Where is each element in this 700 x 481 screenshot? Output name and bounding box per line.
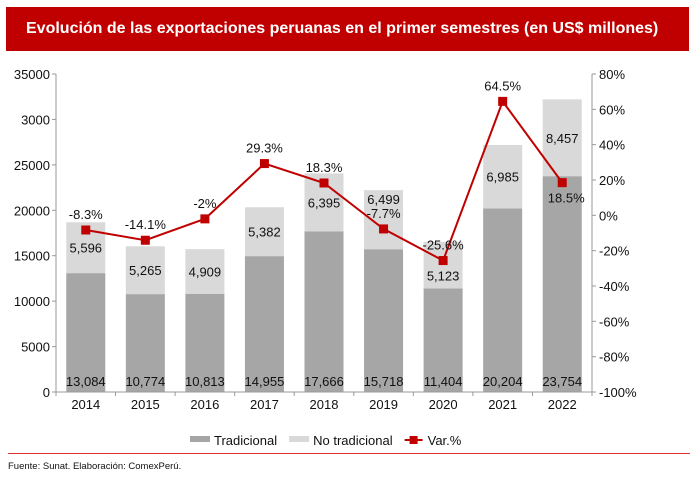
label-no-tradicional: 5,596	[70, 241, 103, 256]
var-label: 18.3%	[306, 160, 343, 175]
legend-label-tradicional: Tradicional	[214, 433, 277, 448]
var-marker	[81, 225, 91, 235]
var-label: 64.5%	[484, 78, 521, 93]
label-no-tradicional: 5,382	[248, 225, 281, 240]
bar-tradicional	[244, 256, 284, 392]
var-marker	[140, 235, 150, 245]
bar-no-tradicional	[423, 241, 463, 289]
y2-tick-label: 20%	[599, 173, 625, 188]
bar-tradicional	[542, 176, 582, 392]
label-tradicional: 20,204	[483, 374, 523, 389]
label-no-tradicional: 4,909	[189, 264, 222, 279]
y2-tick-label: 0%	[599, 208, 618, 223]
var-marker	[319, 178, 329, 188]
bar-no-tradicional	[483, 144, 523, 209]
label-no-tradicional: 5,265	[129, 263, 162, 278]
y2-tick-label: -20%	[599, 244, 630, 259]
chart-title: Evolución de las exportaciones peruanas …	[6, 7, 689, 51]
y-tick-label: 3000	[21, 112, 50, 127]
var-marker	[438, 256, 448, 266]
legend-marker-var	[409, 436, 418, 444]
var-marker	[498, 96, 508, 106]
label-tradicional: 10,774	[125, 374, 165, 389]
bar-tradicional	[364, 249, 404, 392]
x-tick-label: 2021	[488, 397, 517, 412]
x-tick-label: 2016	[190, 397, 219, 412]
y2-tick-label: -100%	[599, 385, 637, 400]
y-tick-label: 35000	[14, 67, 50, 82]
label-no-tradicional: 6,395	[308, 195, 341, 210]
label-no-tradicional: 6,985	[486, 170, 519, 185]
var-marker	[259, 159, 269, 169]
label-tradicional: 13,084	[66, 374, 106, 389]
y2-tick-label: -40%	[599, 279, 630, 294]
label-tradicional: 14,955	[245, 374, 285, 389]
y-tick-label: 10000	[14, 294, 50, 309]
y2-tick-label: 40%	[599, 138, 625, 153]
var-label: 29.3%	[246, 141, 283, 156]
bar-tradicional	[483, 208, 523, 392]
label-no-tradicional: 6,499	[367, 192, 400, 207]
y2-tick-label: 80%	[599, 67, 625, 82]
x-tick-label: 2014	[71, 397, 100, 412]
var-marker	[200, 214, 210, 224]
y-tick-label: 20000	[14, 203, 50, 218]
bar-tradicional	[66, 273, 106, 392]
y-tick-label: 25000	[14, 158, 50, 173]
label-tradicional: 10,813	[185, 374, 225, 389]
label-tradicional: 17,666	[304, 374, 344, 389]
legend-swatch-no-tradicional	[289, 436, 310, 442]
var-marker	[379, 224, 389, 234]
bar-tradicional	[185, 293, 225, 392]
y-tick-label: 0	[43, 385, 50, 400]
label-tradicional: 11,404	[424, 374, 463, 389]
var-label: -7.7%	[367, 206, 401, 221]
legend-swatch-tradicional	[190, 436, 210, 442]
var-label: -8.3%	[69, 207, 103, 222]
divider	[8, 453, 690, 454]
legend-label-var: Var.%	[428, 433, 462, 448]
bar-tradicional	[125, 294, 165, 392]
label-no-tradicional: 5,123	[427, 269, 460, 284]
legend-label-no-tradicional: No tradicional	[313, 433, 393, 448]
var-label: -2%	[193, 196, 217, 211]
y2-tick-label: -60%	[599, 314, 630, 329]
var-marker	[557, 178, 567, 188]
bar-no-tradicional	[125, 246, 165, 295]
bar-no-tradicional	[185, 249, 225, 294]
label-tradicional: 23,754	[542, 374, 582, 389]
var-label: 18.5%	[548, 191, 585, 206]
y-tick-label: 5000	[21, 340, 50, 355]
x-tick-label: 2022	[548, 397, 577, 412]
x-tick-label: 2017	[250, 397, 279, 412]
x-tick-label: 2018	[310, 397, 339, 412]
bar-tradicional	[423, 288, 463, 392]
bar-no-tradicional	[244, 207, 284, 257]
bar-tradicional	[304, 231, 344, 392]
label-no-tradicional: 8,457	[546, 131, 579, 146]
y2-tick-label: 60%	[599, 102, 625, 117]
var-label: -25.6%	[423, 238, 465, 253]
y2-tick-label: -80%	[599, 350, 630, 365]
label-tradicional: 15,718	[364, 374, 404, 389]
x-tick-label: 2019	[369, 397, 398, 412]
x-tick-label: 2015	[131, 397, 160, 412]
y-tick-label: 15000	[14, 249, 50, 264]
source-note: Fuente: Sunat. Elaboración: ComexPerú.	[8, 461, 182, 472]
var-label: -14.1%	[125, 217, 167, 232]
x-tick-label: 2020	[429, 397, 458, 412]
